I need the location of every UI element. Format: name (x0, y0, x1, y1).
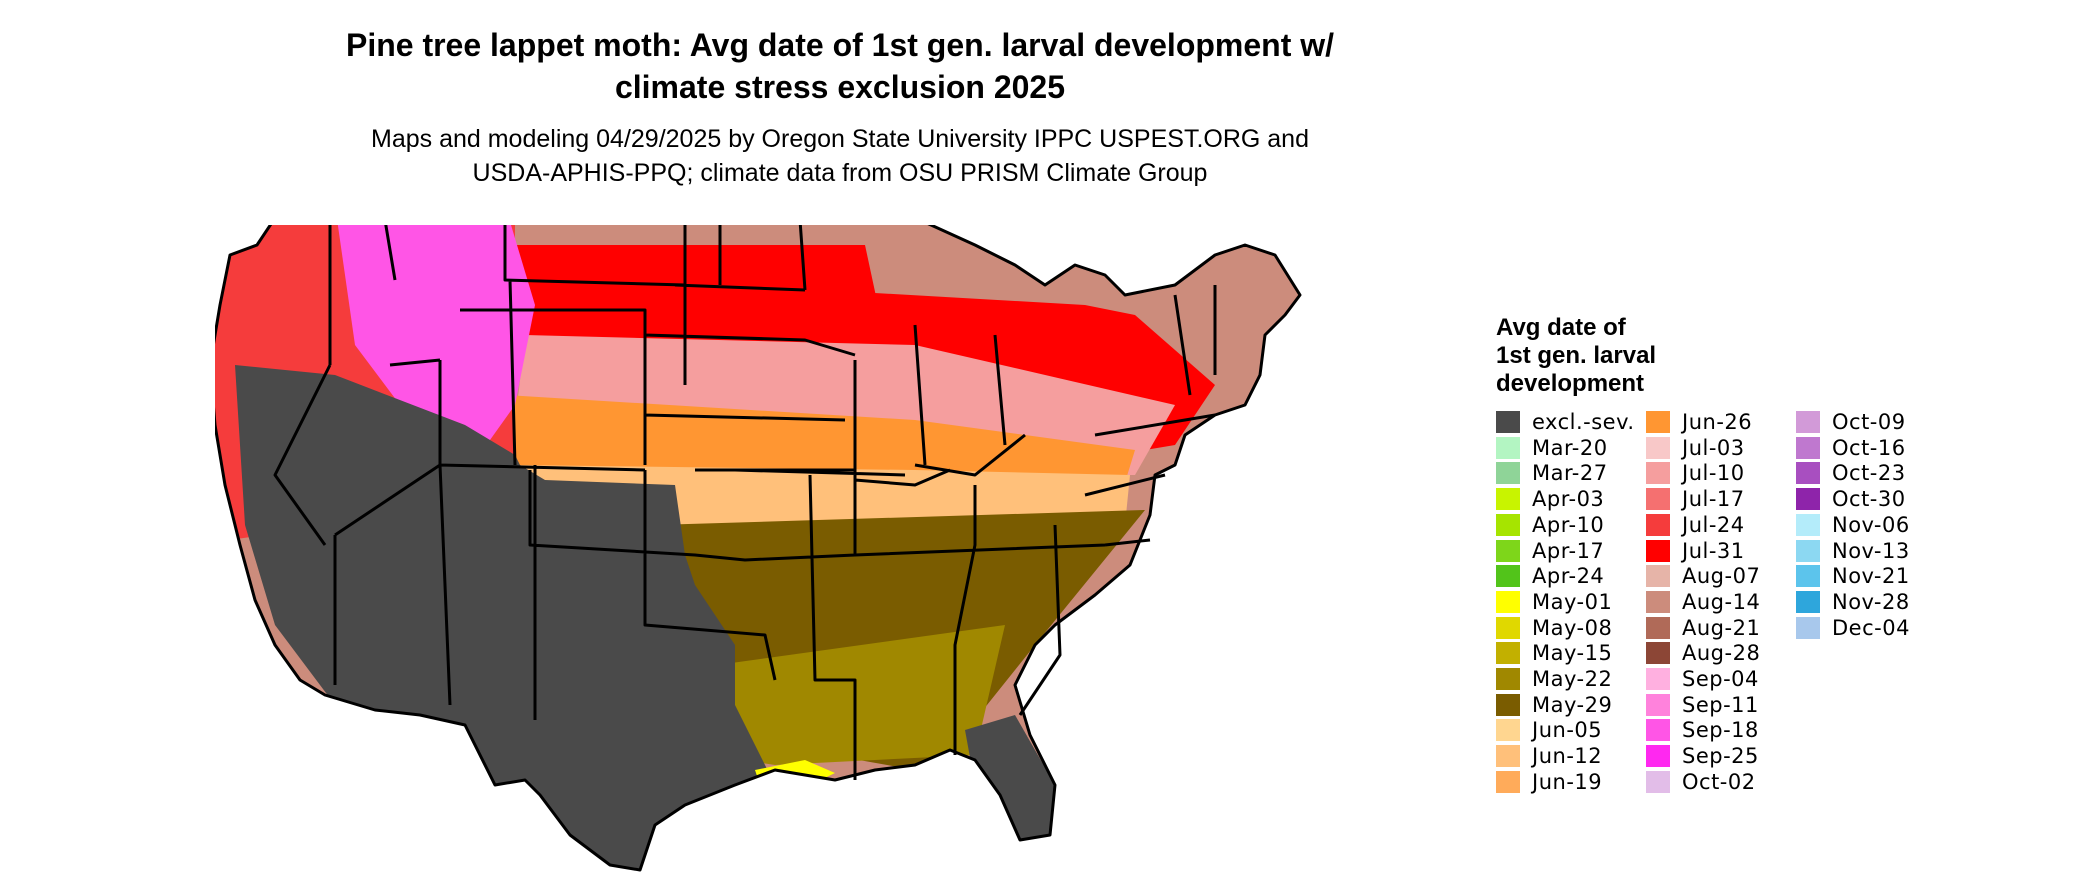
legend-label: excl.-sev. (1532, 410, 1635, 434)
us-map-svg (215, 225, 1302, 872)
legend-swatch (1796, 411, 1820, 433)
legend-swatch (1646, 436, 1670, 459)
legend-label: Nov-21 (1832, 564, 1910, 589)
legend-swatch (1646, 462, 1670, 485)
legend-label: Apr-10 (1532, 512, 1605, 537)
map-subtitle: Maps and modeling 04/29/2025 by Oregon S… (170, 122, 1510, 190)
legend-swatch (1646, 488, 1670, 511)
legend-label: Jul-31 (1682, 538, 1745, 563)
legend-swatch (1646, 590, 1670, 613)
legend-label: Jul-03 (1682, 435, 1745, 460)
legend-label: Sep-11 (1682, 692, 1759, 717)
legend-swatch (1646, 539, 1670, 562)
legend-label: Nov-28 (1832, 589, 1910, 614)
legend-label: Jul-24 (1682, 512, 1745, 537)
legend-label: May-29 (1532, 692, 1613, 717)
legend-label: Mar-27 (1532, 461, 1608, 486)
legend-label: May-15 (1532, 641, 1613, 666)
legend-swatch (1646, 513, 1670, 536)
legend-label: Nov-13 (1832, 538, 1910, 563)
legend-swatch (1496, 539, 1520, 562)
subtitle-line-1: Maps and modeling 04/29/2025 by Oregon S… (371, 125, 1309, 153)
legend-swatch (1496, 668, 1520, 690)
legend-swatch (1646, 693, 1670, 716)
map-title: Pine tree lappet moth: Avg date of 1st g… (170, 24, 1510, 108)
legend-swatch (1496, 565, 1520, 588)
legend-swatch (1496, 462, 1520, 485)
legend-swatch (1646, 411, 1670, 433)
legend-label: May-22 (1532, 667, 1613, 691)
zone-rockies (335, 225, 535, 475)
title-line-2: climate stress exclusion 2025 (614, 69, 1066, 105)
legend-label: May-08 (1532, 615, 1613, 640)
legend-swatch (1496, 436, 1520, 459)
legend-label: Jun-05 (1532, 718, 1603, 743)
legend-label: Apr-17 (1532, 538, 1605, 563)
legend-label: Apr-03 (1532, 487, 1605, 512)
legend-label: Nov-06 (1832, 512, 1910, 537)
legend-swatch (1796, 462, 1820, 485)
legend-label: Aug-07 (1682, 564, 1761, 589)
legend-swatch (1496, 513, 1520, 536)
legend-label: Oct-23 (1832, 461, 1906, 486)
legend-label: Jun-19 (1532, 769, 1603, 794)
legend-label: Jun-26 (1682, 410, 1753, 434)
legend-swatch (1796, 616, 1820, 639)
legend-label: Mar-20 (1532, 435, 1608, 460)
state-border-lines (273, 225, 1217, 780)
legend-label: Oct-16 (1832, 435, 1906, 460)
legend-swatch (1496, 719, 1520, 742)
title-line-1: Pine tree lappet moth: Avg date of 1st g… (345, 27, 1335, 63)
legend-swatch (1646, 642, 1670, 665)
legend-label: Apr-24 (1532, 564, 1605, 589)
legend-swatch (1496, 642, 1520, 665)
legend-swatch (1646, 565, 1670, 588)
legend-swatch (1646, 719, 1670, 742)
legend-swatch (1496, 411, 1520, 433)
legend-label: Aug-28 (1682, 641, 1761, 666)
legend-swatch (1496, 770, 1520, 793)
us-map (215, 225, 1460, 890)
legend-swatch (1796, 488, 1820, 511)
legend-swatch (1496, 693, 1520, 716)
legend-label: Jul-17 (1682, 487, 1745, 512)
legend-label: Jul-10 (1682, 461, 1745, 486)
legend-swatch (1796, 539, 1820, 562)
legend-swatch (1796, 513, 1820, 536)
state-borders (215, 225, 1302, 872)
legend-swatch (1646, 770, 1670, 793)
legend-label: Jun-12 (1532, 744, 1603, 769)
zone-florida-excluded (965, 715, 1055, 865)
legend-swatch (1646, 745, 1670, 768)
legend-swatch (1496, 488, 1520, 511)
legend-label: Aug-21 (1682, 615, 1761, 640)
legend-swatch (1496, 616, 1520, 639)
legend-label: Sep-18 (1682, 718, 1759, 743)
legend-swatch (1646, 668, 1670, 690)
legend-swatch (1496, 590, 1520, 613)
legend-label: Oct-09 (1832, 410, 1906, 434)
legend-label: Dec-04 (1832, 615, 1910, 640)
legend-label: Aug-14 (1682, 589, 1761, 614)
legend-swatch (1496, 745, 1520, 768)
map-legend: Avg date of 1st gen. larval development … (1496, 314, 1909, 794)
legend-swatch (1796, 565, 1820, 588)
legend-label: Oct-30 (1832, 487, 1906, 512)
legend-swatch (1796, 436, 1820, 459)
legend-swatch (1646, 616, 1670, 639)
subtitle-line-2: USDA-APHIS-PPQ; climate data from OSU PR… (472, 159, 1208, 187)
legend-label: May-01 (1532, 589, 1613, 614)
legend-swatch (1796, 590, 1820, 613)
legend-label: Sep-04 (1682, 667, 1759, 691)
legend-title: Avg date of 1st gen. larval development (1496, 314, 1657, 397)
legend-label: Sep-25 (1682, 744, 1759, 769)
legend-label: Oct-02 (1682, 769, 1756, 794)
zone-southwest-excluded (235, 365, 775, 870)
